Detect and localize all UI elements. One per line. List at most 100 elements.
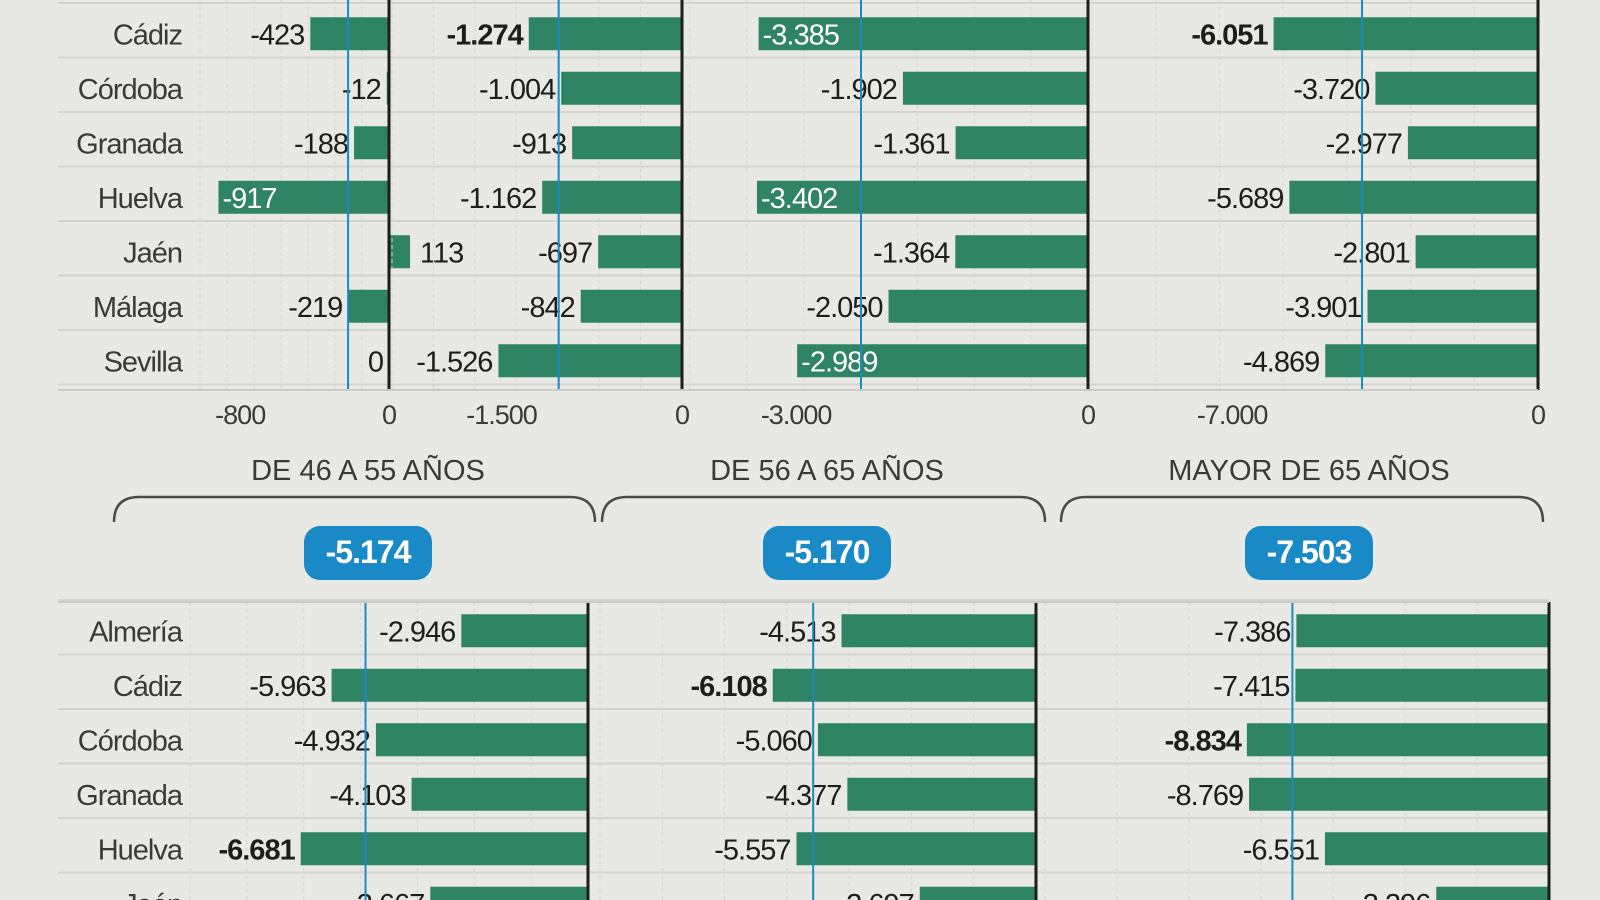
value-label: -1.526 xyxy=(416,346,492,378)
value-label: -1.162 xyxy=(460,183,536,215)
province-label: Huelva xyxy=(98,834,184,866)
value-label: -4.513 xyxy=(759,616,835,648)
bar-cádiz xyxy=(758,17,1088,51)
bar-córdoba xyxy=(375,723,588,757)
value-label: -697 xyxy=(538,237,592,269)
bar-jaén xyxy=(598,235,682,269)
bar-granada xyxy=(572,126,682,160)
bar-jaén xyxy=(1436,886,1549,900)
value-label: 113 xyxy=(420,237,463,269)
value-label: -2.977 xyxy=(1326,128,1402,160)
value-label: -2.697 xyxy=(838,889,914,900)
bar-huelva xyxy=(796,832,1036,866)
value-label: -4.869 xyxy=(1243,346,1319,378)
value-label: -5.060 xyxy=(736,725,812,757)
value-label: -3.720 xyxy=(1293,74,1369,106)
province-label: Jaén xyxy=(123,889,182,900)
average-badge-label: -5.174 xyxy=(326,534,412,570)
bar-huelva xyxy=(1289,180,1538,214)
bar-córdoba xyxy=(561,71,682,105)
province-label: Huelva xyxy=(98,183,184,215)
value-label: -1.274 xyxy=(447,19,524,51)
bar-cádiz xyxy=(772,668,1036,702)
bar-cádiz xyxy=(1273,17,1538,51)
value-label: -2.946 xyxy=(379,616,455,648)
value-label: -6.108 xyxy=(691,671,768,703)
bar-córdoba xyxy=(1246,723,1549,757)
x-tick-label: -1.500 xyxy=(466,400,537,430)
value-label: -8.834 xyxy=(1165,725,1242,757)
value-label: -917 xyxy=(222,183,276,215)
value-label: -3.402 xyxy=(761,183,837,215)
bar-granada xyxy=(1249,777,1549,811)
value-label: -423 xyxy=(250,19,304,51)
bar-huelva xyxy=(1324,832,1549,866)
bar-cádiz xyxy=(331,668,588,702)
x-tick-label: 0 xyxy=(675,400,689,430)
province-label: Almería xyxy=(89,616,184,648)
bar-málaga xyxy=(888,289,1088,323)
bar-almería xyxy=(841,614,1036,648)
bar-granada xyxy=(354,126,389,160)
value-label: -3.667 xyxy=(348,889,424,900)
average-badge-label: -7.503 xyxy=(1267,534,1352,570)
value-label: -5.557 xyxy=(714,834,790,866)
value-label: -3.901 xyxy=(1285,292,1361,324)
value-label: -4.103 xyxy=(329,780,405,812)
bar-granada xyxy=(955,126,1088,160)
bar-almería xyxy=(1296,614,1549,648)
x-tick-label: -7.000 xyxy=(1197,400,1268,430)
province-label: Sevilla xyxy=(104,346,184,378)
panel-title: DE 56 A 65 AÑOS xyxy=(710,453,944,487)
bar-córdoba xyxy=(902,71,1088,105)
value-label: -188 xyxy=(294,128,348,160)
value-label: -6.551 xyxy=(1243,834,1319,866)
province-label: Córdoba xyxy=(78,74,184,106)
bar-huelva xyxy=(542,180,682,214)
average-badge-label: -5.170 xyxy=(785,534,870,570)
value-label: -3.296 xyxy=(1354,889,1430,900)
x-tick-label: -3.000 xyxy=(761,400,832,430)
province-label: Granada xyxy=(76,128,184,160)
x-tick-label: 0 xyxy=(1081,400,1095,430)
value-label: -2.050 xyxy=(806,292,882,324)
panel-title: MAYOR DE 65 AÑOS xyxy=(1168,453,1450,487)
bar-jaén xyxy=(919,886,1036,900)
value-label: -1.004 xyxy=(479,74,556,106)
province-label: Jaén xyxy=(123,237,182,269)
bar-huelva xyxy=(756,180,1088,214)
value-label: -4.377 xyxy=(765,780,841,812)
x-tick-label: 0 xyxy=(1531,400,1545,430)
bar-jaén xyxy=(430,886,588,900)
province-label: Cádiz xyxy=(113,19,183,51)
value-label: -6.051 xyxy=(1191,19,1268,51)
value-label: -4.932 xyxy=(294,725,370,757)
bar-málaga xyxy=(348,289,389,323)
bar-cádiz xyxy=(1295,668,1549,702)
value-label: -5.689 xyxy=(1207,183,1283,215)
bar-sevilla xyxy=(797,344,1088,378)
x-tick-label: -800 xyxy=(215,400,265,430)
average-badge xyxy=(304,526,432,580)
bar-granada xyxy=(847,777,1036,811)
value-label: -219 xyxy=(288,292,342,324)
bar-jaén xyxy=(1415,235,1538,269)
x-tick-label: 0 xyxy=(382,400,396,430)
bracket xyxy=(112,495,597,523)
bar-almería xyxy=(461,614,588,648)
panel-title: DE 46 A 55 AÑOS xyxy=(251,453,485,487)
value-label: -3.385 xyxy=(763,19,839,51)
value-label: -2.989 xyxy=(801,346,877,378)
value-label: -1.364 xyxy=(873,237,950,269)
value-label: -7.386 xyxy=(1214,616,1290,648)
bar-córdoba xyxy=(817,723,1036,757)
province-label: Córdoba xyxy=(78,725,184,757)
bar-málaga xyxy=(1367,289,1538,323)
bar-cádiz xyxy=(528,17,682,51)
value-label: -1.361 xyxy=(873,128,949,160)
bar-córdoba xyxy=(1375,71,1538,105)
value-label: -1.902 xyxy=(821,74,897,106)
value-label: -5.963 xyxy=(249,671,325,703)
average-badge xyxy=(1245,526,1373,580)
bar-huelva xyxy=(300,832,588,866)
